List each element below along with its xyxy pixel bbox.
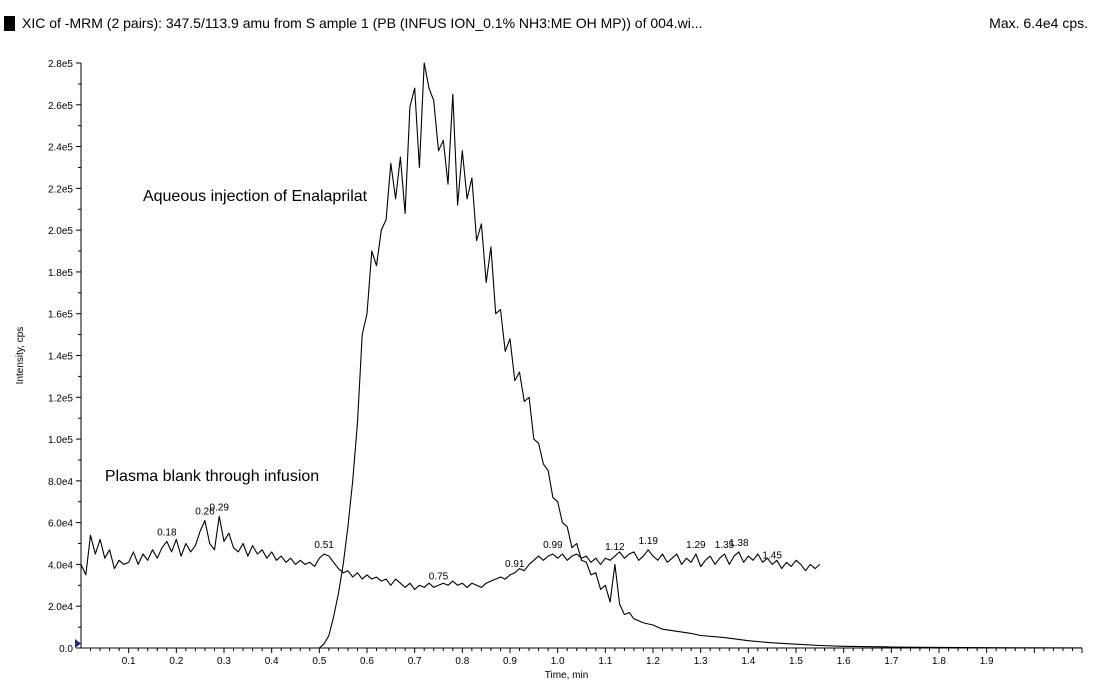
- y-tick-label: 2.4e5: [48, 143, 73, 154]
- y-tick-label: 0.0: [59, 644, 73, 655]
- peak-label: 1.38: [729, 538, 749, 549]
- chart-header: XIC of -MRM (2 pairs): 347.5/113.9 amu f…: [0, 0, 1098, 40]
- series-line-2: [81, 62, 1083, 649]
- peak-label: 0.91: [505, 559, 525, 570]
- y-tick-label: 1.4e5: [48, 352, 73, 363]
- y-tick-label: 2.0e5: [48, 226, 73, 237]
- trace-annotation: Plasma blank through infusion: [105, 468, 319, 485]
- peak-label: 0.51: [314, 540, 334, 551]
- peak-label: 0.29: [209, 502, 229, 513]
- x-tick-label: 1.6: [837, 656, 851, 667]
- x-tick-label: 1.3: [694, 656, 708, 667]
- x-tick-label: 1.1: [598, 656, 612, 667]
- x-tick-label: 1.5: [789, 656, 803, 667]
- axis-origin-marker: [75, 639, 81, 648]
- x-tick-label: 0.2: [169, 656, 183, 667]
- chart-axes: 0.0 2.0e4 4.0e4 6.0e4 8.0e4 1.0e5 1.2e5 1.4e5 1.…: [15, 59, 1083, 681]
- y-tick-label: 1.6e5: [48, 310, 73, 321]
- peak-label: 0.18: [157, 527, 177, 538]
- x-axis-title: Time, min: [545, 670, 589, 681]
- x-tick-label: 0.5: [312, 656, 326, 667]
- chart-series: [80, 62, 1083, 649]
- chart-title: XIC of -MRM (2 pairs): 347.5/113.9 amu f…: [22, 15, 703, 31]
- y-tick-label: 1.0e5: [48, 435, 73, 446]
- chart-labels: 0.18 0.260.29 0.51 0.75 0.91 0.99 1.12 1.19 1.29…: [105, 188, 783, 582]
- y-tick-label: 4.0e4: [48, 560, 73, 571]
- x-tick-label: 0.9: [503, 656, 517, 667]
- x-tick-label: 0.4: [265, 656, 279, 667]
- x-tick-label: 1.4: [741, 656, 755, 667]
- x-tick-label: 1.0: [551, 656, 565, 667]
- x-tick-label: 0.3: [217, 656, 231, 667]
- y-tick-label: 2.0e4: [48, 602, 73, 613]
- peak-label: 1.35: [715, 540, 735, 551]
- y-tick-label: 1.2e5: [48, 393, 73, 404]
- series-line-1: [80, 515, 821, 591]
- x-tick-label: 0.6: [360, 656, 374, 667]
- x-tick-label: 0.8: [455, 656, 469, 667]
- x-tick-label: 1.2: [646, 656, 660, 667]
- y-tick-label: 1.8e5: [48, 268, 73, 279]
- peak-label: 1.45: [762, 550, 782, 561]
- peak-label: 0.75: [429, 571, 449, 582]
- y-tick-label: 2.2e5: [48, 184, 73, 195]
- x-tick-label: 1.7: [884, 656, 898, 667]
- y-tick-label: 8.0e4: [48, 477, 73, 488]
- peak-label: 0.99: [543, 540, 563, 551]
- peak-label: 1.19: [638, 536, 658, 547]
- max-intensity-label: Max. 6.4e4 cps.: [989, 15, 1088, 31]
- x-tick-label: 0.1: [122, 656, 136, 667]
- peak-label: 1.29: [686, 540, 706, 551]
- trace-annotation: Aqueous injection of Enalaprilat: [143, 188, 368, 205]
- peak-label: 1.12: [605, 542, 625, 553]
- x-tick-label: 1.8: [932, 656, 946, 667]
- y-tick-label: 2.8e5: [48, 59, 73, 70]
- y-tick-label: 6.0e4: [48, 519, 73, 530]
- peak-label: 0.26: [195, 507, 215, 518]
- trace-color-swatch: [4, 16, 15, 31]
- x-tick-label: 0.7: [408, 656, 422, 667]
- x-tick-label: 1.9: [980, 656, 994, 667]
- y-axis-title: Intensity, cps: [15, 327, 26, 385]
- y-tick-label: 2.6e5: [48, 101, 73, 112]
